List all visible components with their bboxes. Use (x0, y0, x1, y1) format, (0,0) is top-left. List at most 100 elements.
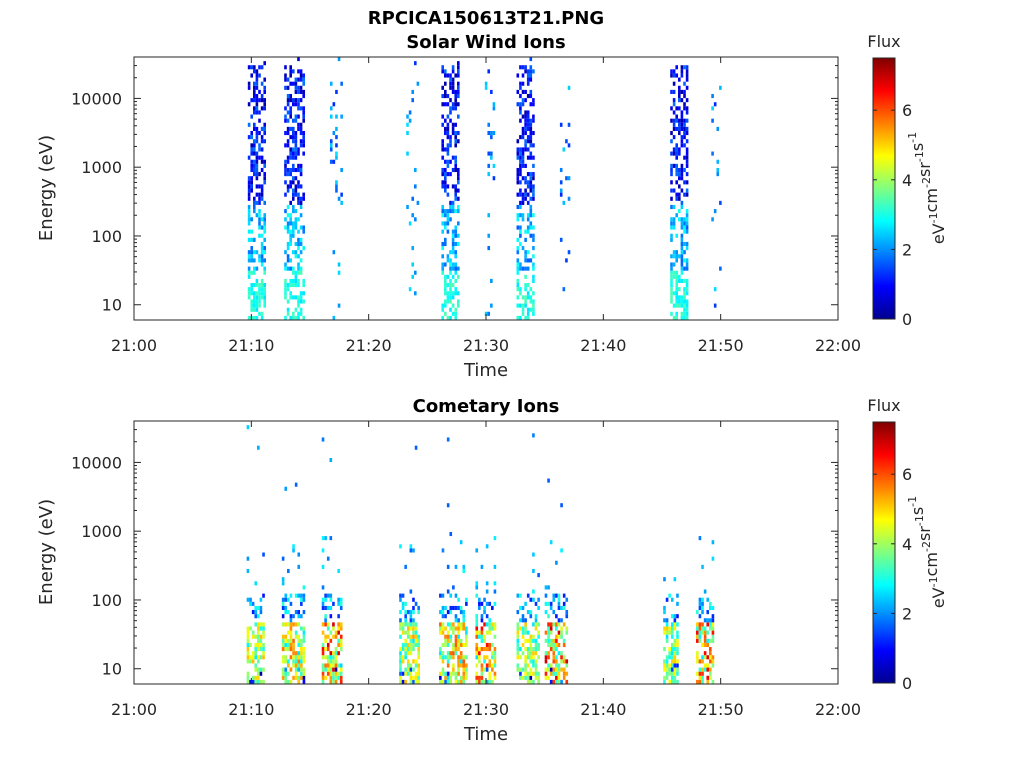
heatmap-cell (302, 106, 305, 111)
heatmap-cell (560, 679, 563, 684)
heatmap-cell (670, 647, 674, 652)
heatmap-cell (701, 564, 704, 569)
heatmap-cell (289, 295, 292, 300)
heatmap-cell (451, 241, 455, 247)
heatmap-cell (441, 667, 445, 672)
heatmap-cell (446, 634, 450, 639)
heatmap-cell (678, 130, 681, 136)
heatmap-cell (457, 303, 460, 308)
heatmap-cell (678, 122, 681, 127)
heatmap-cell (446, 610, 450, 615)
heatmap-cell (446, 671, 450, 676)
heatmap-cell (291, 69, 295, 74)
heatmap-cell (409, 589, 413, 594)
heatmap-cell (260, 258, 264, 263)
heatmap-cell (286, 98, 290, 103)
heatmap-cell (444, 180, 447, 185)
heatmap-cell (284, 679, 288, 684)
heatmap-cell (399, 675, 402, 680)
heatmap-cell (449, 675, 453, 680)
heatmap-cell (672, 110, 676, 115)
heatmap-cell (480, 614, 484, 619)
heatmap-cell (668, 593, 671, 598)
heatmap-cell (454, 167, 458, 173)
heatmap-cell (446, 564, 450, 569)
heatmap-cell (451, 69, 455, 74)
heatmap-cell (399, 647, 402, 652)
heatmap-cell (449, 73, 452, 78)
heatmap-cell (449, 200, 452, 205)
heatmap-cell (246, 630, 250, 635)
heatmap-cell (711, 622, 715, 627)
heatmap-cell (449, 593, 453, 598)
heatmap-cell (329, 655, 333, 660)
heatmap-cell (441, 184, 445, 189)
heatmap-cell (441, 147, 445, 152)
heatmap-cell (263, 229, 267, 234)
heatmap-cell (286, 287, 290, 292)
heatmap-cell (262, 630, 265, 635)
heatmap-cell (255, 307, 259, 312)
heatmap-cell (255, 163, 259, 168)
heatmap-cell (516, 626, 520, 631)
heatmap-cell (487, 311, 491, 316)
heatmap-cell (454, 647, 458, 652)
heatmap-cell (475, 626, 479, 631)
heatmap-cell (670, 196, 673, 201)
heatmap-cell (665, 667, 669, 672)
heatmap-cell (255, 73, 259, 78)
heatmap-cell (441, 180, 445, 185)
heatmap-cell (716, 126, 720, 131)
heatmap-cell (263, 159, 267, 164)
heatmap-cell (253, 65, 256, 70)
heatmap-cell (685, 110, 689, 115)
heatmap-cell (446, 209, 450, 214)
heatmap-cell (567, 250, 571, 255)
heatmap-cell (529, 93, 533, 99)
heatmap-cell (519, 655, 522, 660)
heatmap-cell (444, 81, 447, 86)
heatmap-cell (516, 262, 520, 267)
heatmap-cell (449, 671, 453, 676)
heatmap-cell (401, 626, 405, 631)
heatmap-cell (259, 671, 263, 676)
heatmap-cell (339, 638, 343, 643)
heatmap-cell (521, 307, 525, 312)
heatmap-cell (459, 605, 463, 611)
heatmap-cell (246, 647, 250, 652)
heatmap-cell (711, 618, 715, 623)
heatmap-cell (670, 237, 673, 242)
heatmap-cell (683, 180, 686, 185)
heatmap-cell (709, 671, 712, 676)
heatmap-cell (250, 135, 254, 140)
heatmap-cell (670, 651, 674, 656)
heatmap-cell (454, 642, 458, 648)
heatmap-cell (257, 626, 260, 631)
heatmap-cell (672, 221, 676, 226)
heatmap-cell (526, 283, 530, 288)
heatmap-cell (488, 671, 492, 676)
heatmap-cell (414, 663, 418, 668)
heatmap-cell (672, 254, 676, 259)
heatmap-cell (673, 626, 677, 631)
heatmap-cell (519, 65, 522, 70)
heatmap-cell (258, 89, 261, 94)
heatmap-cell (294, 278, 298, 284)
heatmap-cell (711, 634, 715, 639)
heatmap-cell (444, 675, 447, 680)
heatmap-cell (706, 638, 710, 643)
heatmap-cell (286, 77, 290, 82)
heatmap-cell (255, 283, 259, 288)
heatmap-cell (292, 663, 295, 668)
heatmap-cell (334, 647, 338, 652)
heatmap-cell (519, 155, 522, 160)
heatmap-cell (475, 593, 479, 598)
heatmap-cell (408, 110, 412, 115)
heatmap-cell (289, 233, 292, 238)
heatmap-cell (446, 130, 450, 136)
x-tick-label: 21:20 (346, 336, 392, 355)
heatmap-cell (565, 610, 569, 615)
heatmap-cell (454, 241, 458, 247)
heatmap-cell (289, 618, 293, 623)
